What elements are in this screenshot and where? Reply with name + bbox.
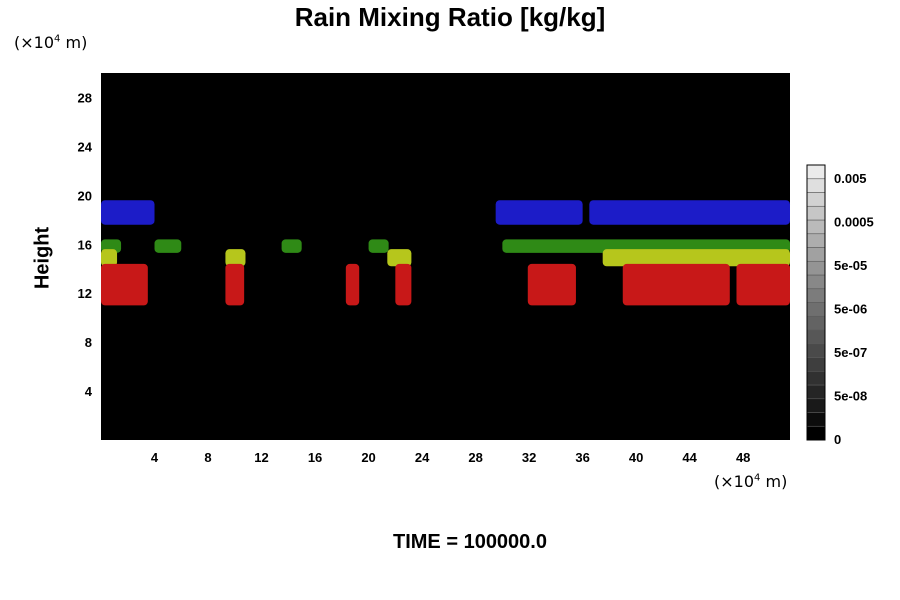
x-tick-label: 12 [254,450,268,465]
colorbar-step [806,178,826,193]
colorbar-label: 0.005 [834,171,867,186]
x-tick-label: 24 [415,450,430,465]
cloud-band-2-segment-2 [387,249,412,267]
colorbar-step [806,398,826,413]
colorbar-step [806,288,826,303]
colorbar-label: 5e-06 [834,302,867,317]
x-tick-label: 40 [629,450,643,465]
y-axis-unit: (×104 m) [14,33,88,52]
cloud-band-1-segment-1 [154,239,182,253]
colorbar-label: 0 [834,432,841,447]
colorbar-label: 0.0005 [834,215,874,230]
colorbar-step [806,357,826,372]
cloud-band-0-segment-2 [589,200,790,225]
x-tick-label: 4 [151,450,159,465]
y-tick-label: 20 [78,188,92,203]
colorbar-step [806,260,826,276]
y-tick-label: 24 [78,139,93,154]
x-tick-label: 48 [736,450,750,465]
colorbar-step [806,302,826,317]
colorbar-step [806,425,826,441]
cloud-band-2-segment-0 [101,249,118,267]
cloud-band-2-segment-3 [602,249,790,267]
colorbar-step [806,233,826,248]
y-tick-label: 8 [85,335,92,350]
cloud-band-3-segment-6 [736,263,790,306]
cloud-band-1-segment-3 [368,239,389,253]
colorbar-label: 5e-05 [834,258,867,273]
colorbar-label: 5e-08 [834,389,867,404]
cloud-band-2-segment-1 [225,249,246,267]
x-ticks: 4 8 12 16 20 24 28 32 36 40 44 48 [151,450,751,465]
cloud-band-3-segment-3 [395,263,412,306]
y-ticks: 4 8 12 16 20 24 28 [78,90,93,399]
cloud-bands [101,200,790,306]
colorbar-step [806,219,826,235]
cloud-band-3-segment-5 [622,263,730,306]
cloud-band-3-segment-4 [527,263,576,306]
colorbar-step [806,370,826,386]
cloud-band-0-segment-0 [101,200,155,225]
y-tick-label: 16 [78,237,92,252]
x-tick-label: 20 [361,450,375,465]
colorbar-step [806,205,826,221]
x-axis-unit: (×104 m) [714,472,788,491]
x-tick-label: 44 [682,450,697,465]
colorbar-step [806,274,826,290]
colorbar-step [806,315,826,331]
chart-title: Rain Mixing Ratio [kg/kg] [294,2,606,32]
x-tick-label: 32 [522,450,536,465]
colorbar-step [806,164,826,180]
colorbar-step [806,329,826,345]
y-tick-label: 28 [78,90,92,105]
colorbar-step [806,247,826,262]
colorbar-step [806,412,826,427]
colorbar-step [806,384,826,400]
cloud-band-3-segment-2 [345,263,360,306]
x-tick-label: 36 [575,450,589,465]
colorbar-step [806,343,826,358]
y-tick-label: 12 [78,286,92,301]
cloud-band-3-segment-0 [101,263,148,306]
x-tick-label: 8 [204,450,211,465]
cloud-band-0-segment-1 [495,200,583,225]
y-tick-label: 4 [85,384,93,399]
time-annotation: TIME = 100000.0 [393,531,547,553]
colorbar-label: 5e-07 [834,345,867,360]
colorbar-labels: 0.005 0.0005 5e-05 5e-06 5e-07 5e-08 0 [834,171,874,447]
colorbar-outline [806,164,826,441]
cloud-band-3-segment-1 [225,263,245,306]
cloud-band-1-segment-2 [281,239,302,253]
colorbar-step [806,192,826,207]
colorbar [806,164,826,441]
x-tick-label: 16 [308,450,322,465]
x-tick-label: 28 [468,450,482,465]
